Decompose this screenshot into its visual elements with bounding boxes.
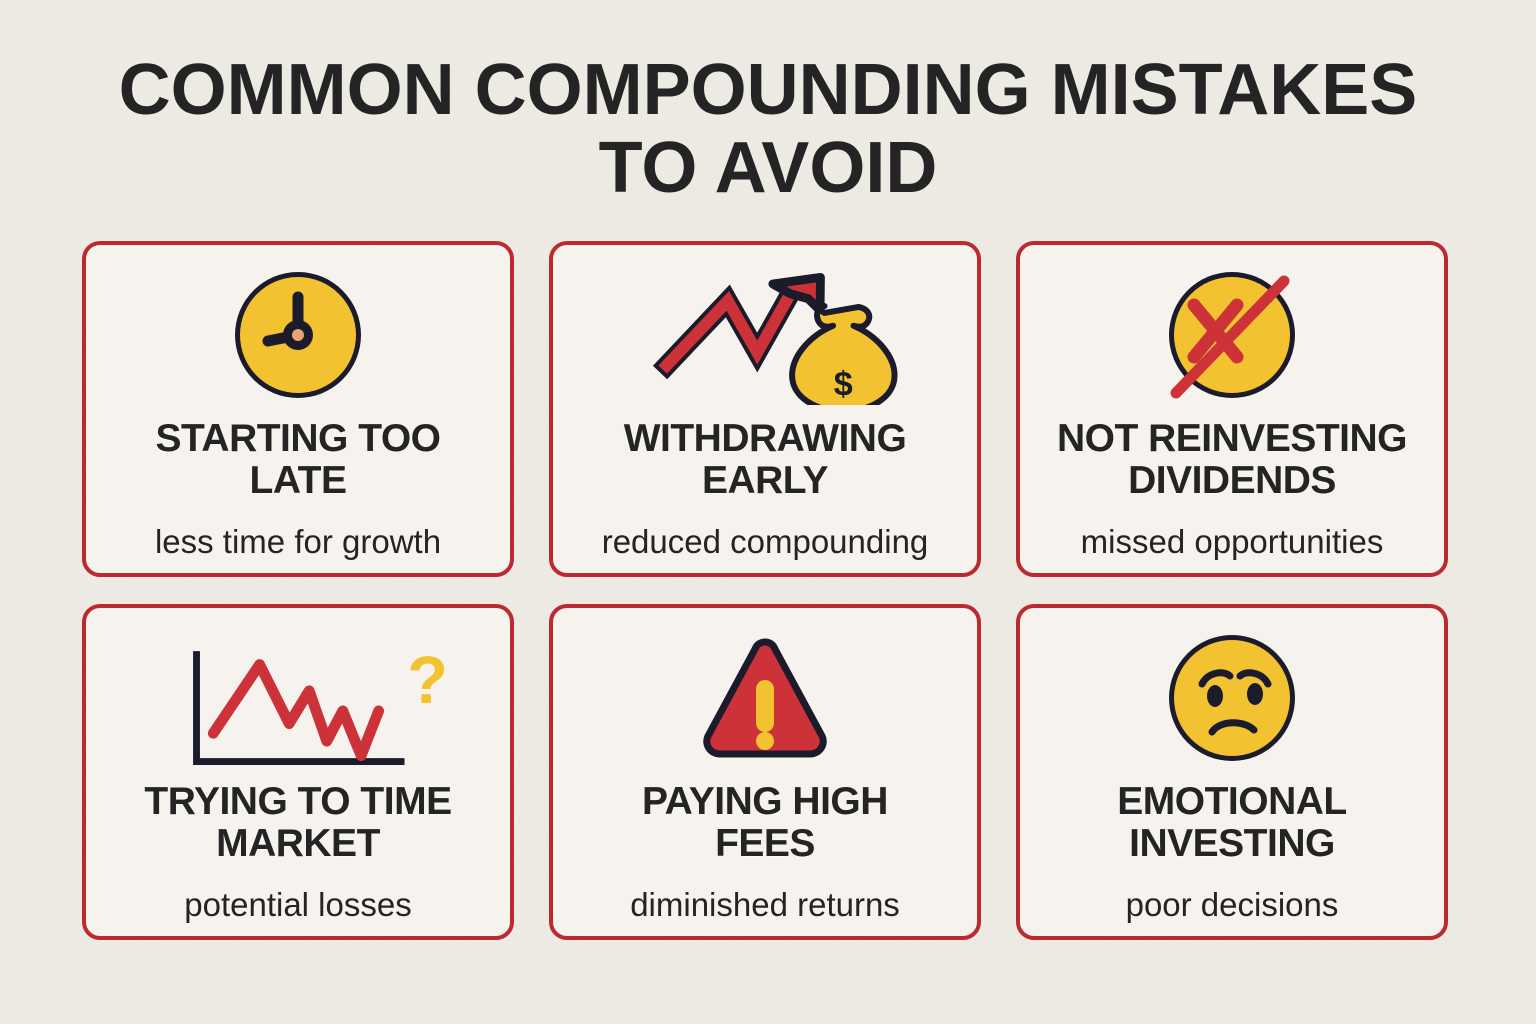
svg-text:$: $ [834,366,853,404]
svg-text:?: ? [407,644,448,718]
